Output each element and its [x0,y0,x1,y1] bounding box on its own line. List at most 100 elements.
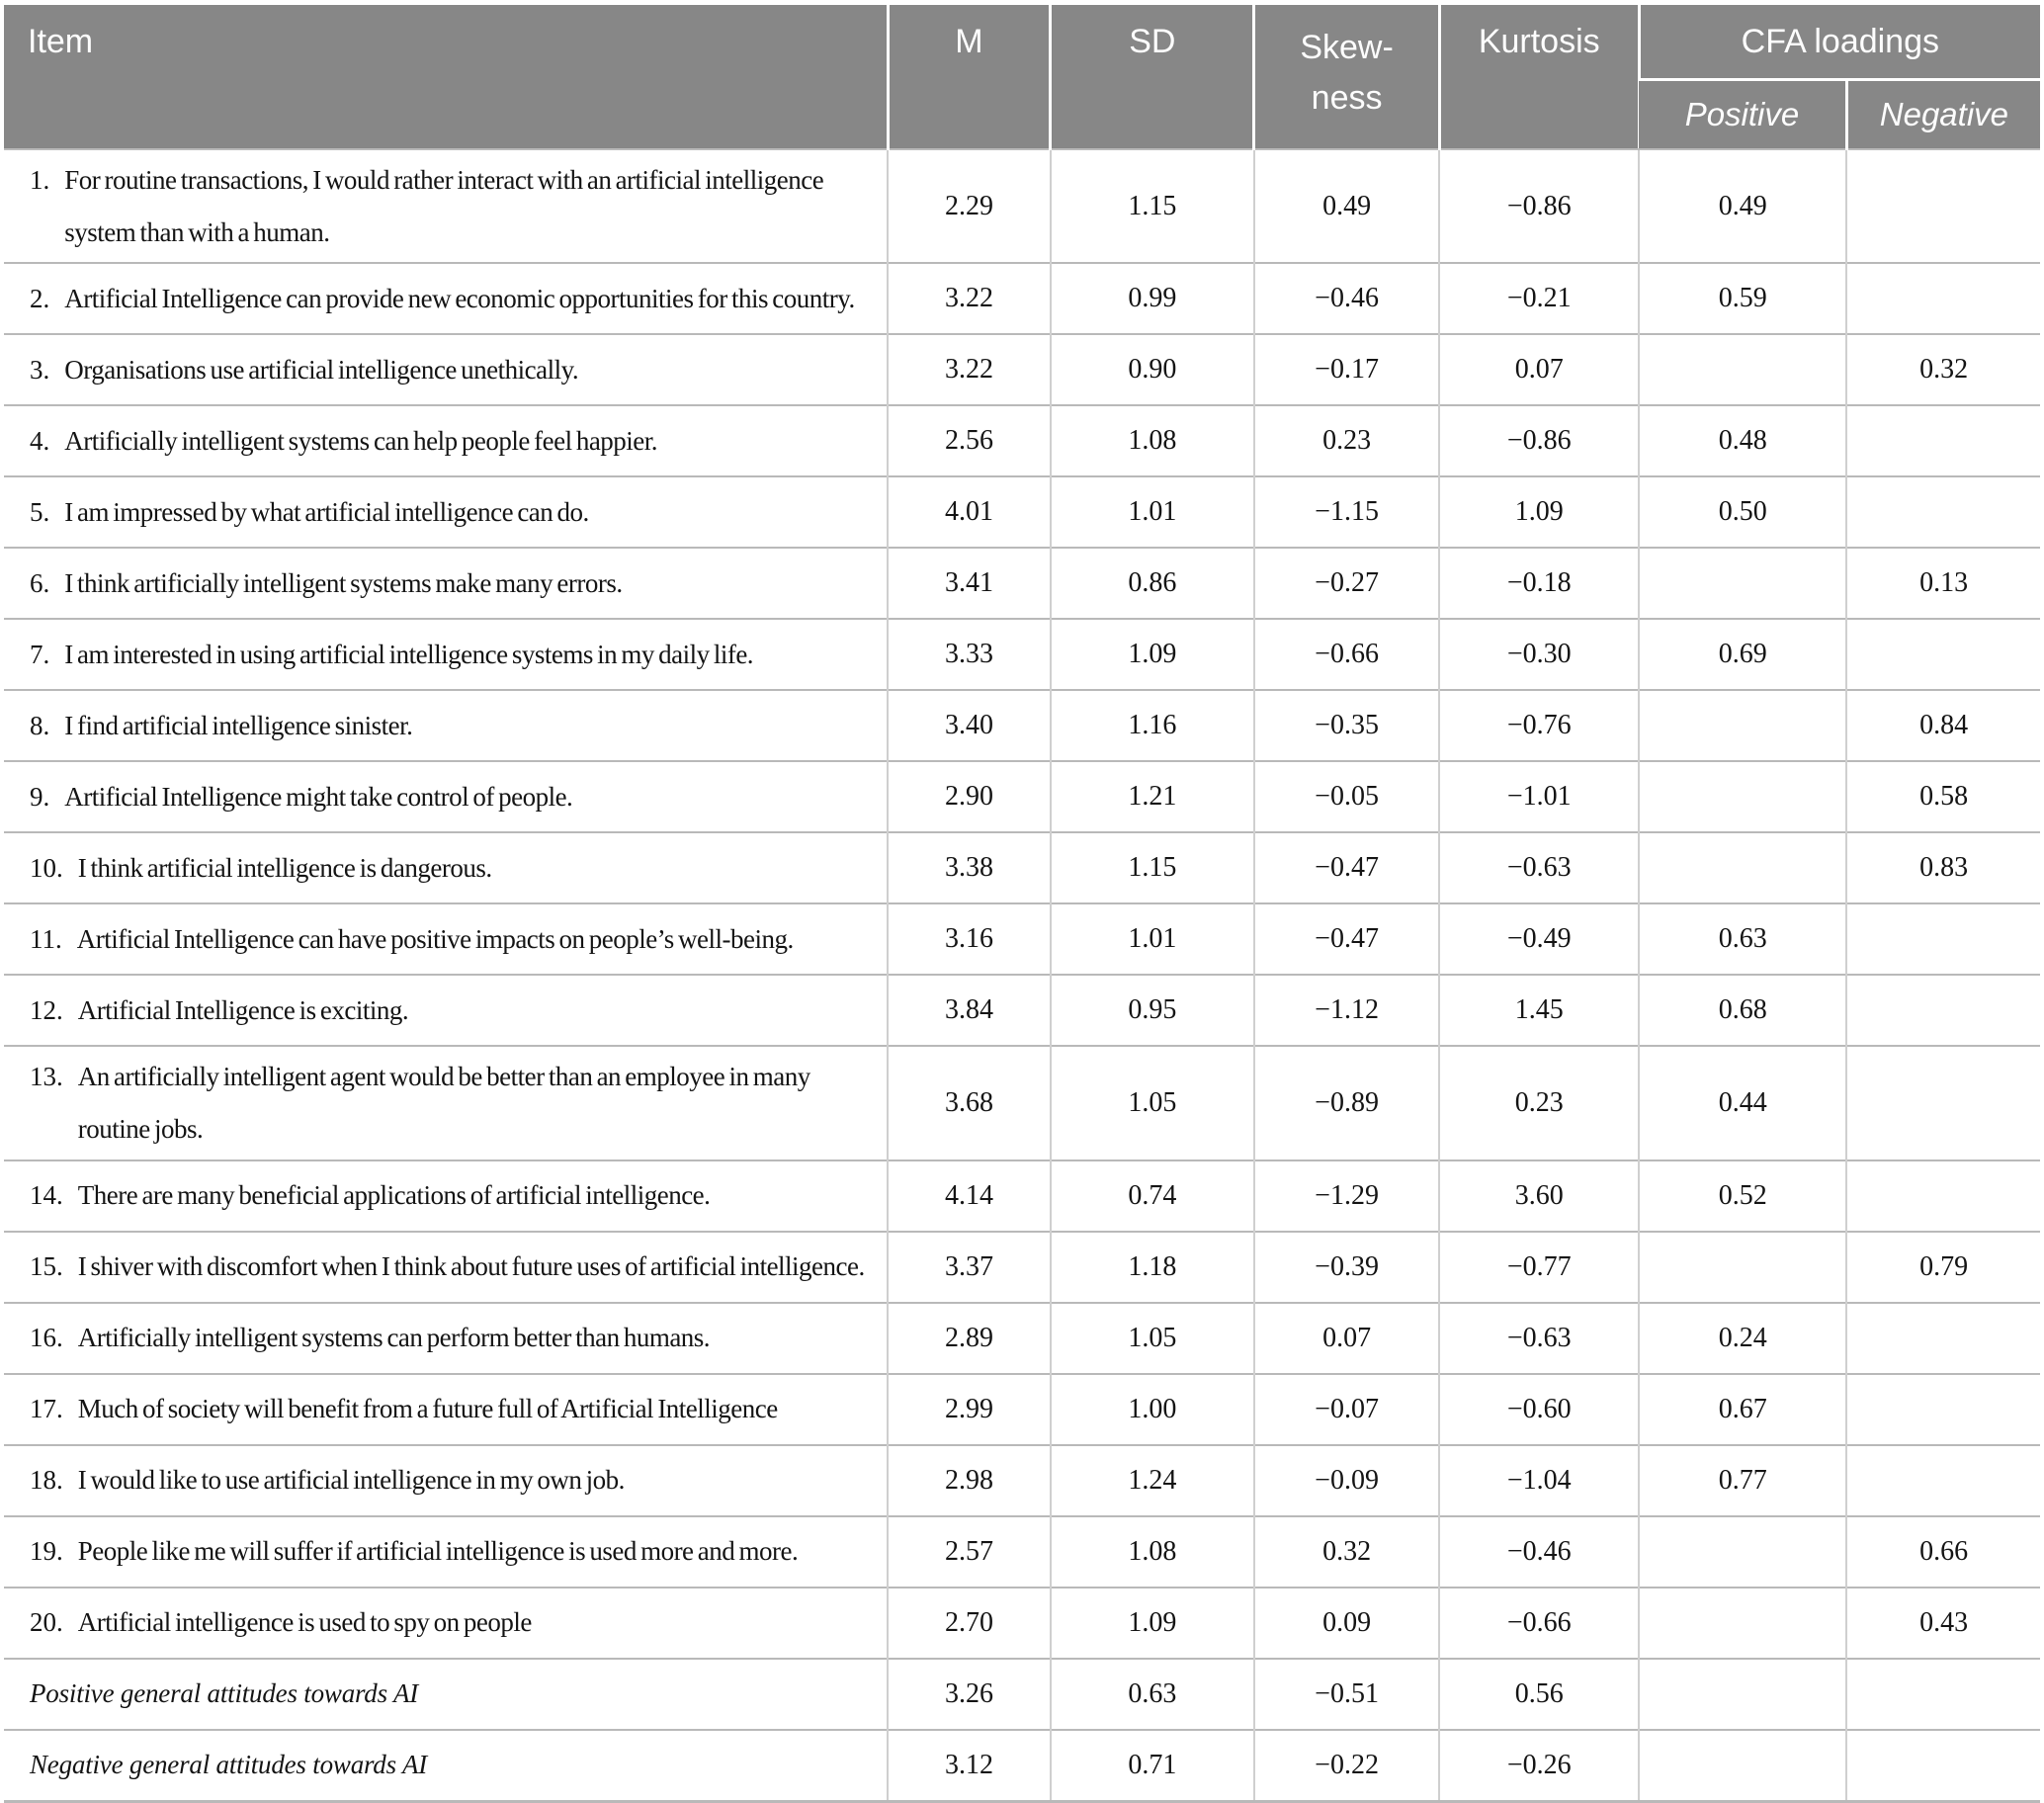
item-text: Positive general attitudes towards AI [30,1678,419,1709]
item-number: 12. [30,994,63,1025]
table-header: Item M SD Skew-ness Kurtosis CFA loading… [4,5,2040,149]
item-number: 5. [30,496,50,527]
cell-cfa-positive [1638,1728,1847,1802]
cell-cfa-positive: 0.24 [1638,1301,1847,1374]
item-cell: 7. I am interested in using artificial i… [4,618,889,691]
cell-cfa-positive [1638,831,1847,904]
cell-mean: 2.70 [887,1586,1051,1659]
table-row: 7. I am interested in using artificial i… [4,618,2040,691]
cell-mean: 3.84 [887,974,1051,1047]
cell-skewness: −0.09 [1252,1443,1440,1516]
cell-skewness: 0.49 [1252,147,1440,264]
item-line: 20. Artificial intelligence is used to s… [30,1596,867,1649]
item-text: Artificial Intelligence can provide new … [64,283,855,313]
cell-kurtosis: −0.26 [1438,1728,1640,1802]
cell-sd: 1.05 [1049,1045,1254,1160]
column-header-positive: Positive [1639,79,1847,149]
cell-mean: 3.68 [887,1045,1051,1160]
item-cell: 13. An artificially intelligent agent wo… [4,1045,889,1160]
item-line: 2. Artificial Intelligence can provide n… [30,273,867,325]
table-row: 4. Artificially intelligent systems can … [4,404,2040,477]
cell-skewness: −0.27 [1252,547,1440,620]
column-header-kurtosis: Kurtosis [1437,5,1640,149]
cell-kurtosis: 3.60 [1438,1159,1640,1232]
item-line: 7. I am interested in using artificial i… [30,629,867,681]
cell-sd: 1.09 [1049,1586,1254,1659]
cell-sd: 1.01 [1049,902,1254,976]
item-number: 17. [30,1394,63,1424]
cell-kurtosis: −0.63 [1438,1301,1640,1374]
cell-cfa-negative [1845,1443,2040,1516]
item-line: 11. Artificial Intelligence can have pos… [30,913,867,966]
cell-sd: 0.71 [1049,1728,1254,1802]
table-row: Negative general attitudes towards AI 3.… [4,1728,2040,1802]
item-text: Artificially intelligent systems can per… [77,1323,711,1353]
cell-cfa-negative [1845,1372,2040,1445]
cell-cfa-negative [1845,147,2040,264]
item-text: Much of society will benefit from a futu… [77,1394,779,1424]
cell-skewness: −0.22 [1252,1728,1440,1802]
cell-skewness: −0.66 [1252,618,1440,691]
cell-kurtosis: −0.60 [1438,1372,1640,1445]
item-line: 17. Much of society will benefit from a … [30,1383,867,1435]
cell-skewness: −1.12 [1252,974,1440,1047]
cell-kurtosis: 0.07 [1438,333,1640,406]
cell-skewness: −0.89 [1252,1045,1440,1160]
cell-skewness: 0.09 [1252,1586,1440,1659]
column-header-mean: M [886,5,1051,149]
cell-kurtosis: 1.09 [1438,475,1640,549]
cell-mean: 3.26 [887,1657,1051,1730]
table-row: 16. Artificially intelligent systems can… [4,1301,2040,1374]
cell-skewness: −0.51 [1252,1657,1440,1730]
cell-mean: 3.33 [887,618,1051,691]
column-header-item: Item [4,5,889,149]
cell-cfa-negative: 0.32 [1845,333,2040,406]
cell-mean: 3.41 [887,547,1051,620]
item-cell: 15. I shiver with discomfort when I thin… [4,1230,889,1303]
cell-skewness: −1.15 [1252,475,1440,549]
descriptive-statistics-table: Item M SD Skew-ness Kurtosis CFA loading… [4,5,2040,1803]
item-line: 19. People like me will suffer if artifi… [30,1525,867,1578]
item-number: 6. [30,567,50,598]
item-cell: 19. People like me will suffer if artifi… [4,1514,889,1588]
item-number: 15. [30,1251,63,1282]
cell-skewness: −0.47 [1252,902,1440,976]
item-text: I am interested in using artificial inte… [64,639,754,669]
item-cell: 12. Artificial Intelligence is exciting. [4,974,889,1047]
item-text: Negative general attitudes towards AI [30,1750,428,1780]
item-text: I would like to use artificial intellige… [77,1465,626,1496]
cell-cfa-positive [1638,689,1847,762]
cell-mean: 3.37 [887,1230,1051,1303]
cell-cfa-negative [1845,974,2040,1047]
cell-mean: 3.40 [887,689,1051,762]
cell-cfa-positive [1638,760,1847,833]
cell-kurtosis: −0.63 [1438,831,1640,904]
item-cell: 9. Artificial Intelligence might take co… [4,760,889,833]
table-row: 19. People like me will suffer if artifi… [4,1514,2040,1588]
cell-kurtosis: −0.49 [1438,902,1640,976]
cell-mean: 2.90 [887,760,1051,833]
cell-kurtosis: −0.86 [1438,147,1640,264]
column-header-cfa-loadings: CFA loadings [1637,5,2040,81]
item-cell: 3. Organisations use artificial intellig… [4,333,889,406]
cell-cfa-positive [1638,547,1847,620]
cell-kurtosis: −0.30 [1438,618,1640,691]
table-row: 17. Much of society will benefit from a … [4,1372,2040,1445]
item-number: 16. [30,1323,63,1353]
item-cell: 20. Artificial intelligence is used to s… [4,1586,889,1659]
item-text: An artificially intelligent agent would … [77,1062,811,1144]
item-cell: 18. I would like to use artificial intel… [4,1443,889,1516]
cell-mean: 2.29 [887,147,1051,264]
item-number: 18. [30,1465,63,1496]
item-number: 14. [30,1180,63,1211]
item-text: Artificially intelligent systems can hel… [64,425,658,456]
item-line: Positive general attitudes towards AI [30,1668,867,1720]
cell-cfa-negative [1845,1045,2040,1160]
cell-cfa-negative [1845,902,2040,976]
cell-cfa-positive: 0.63 [1638,902,1847,976]
cell-mean: 3.22 [887,333,1051,406]
cell-kurtosis: −0.21 [1438,262,1640,335]
item-line: 18. I would like to use artificial intel… [30,1454,867,1506]
item-text: For routine transactions, I would rather… [64,165,824,247]
